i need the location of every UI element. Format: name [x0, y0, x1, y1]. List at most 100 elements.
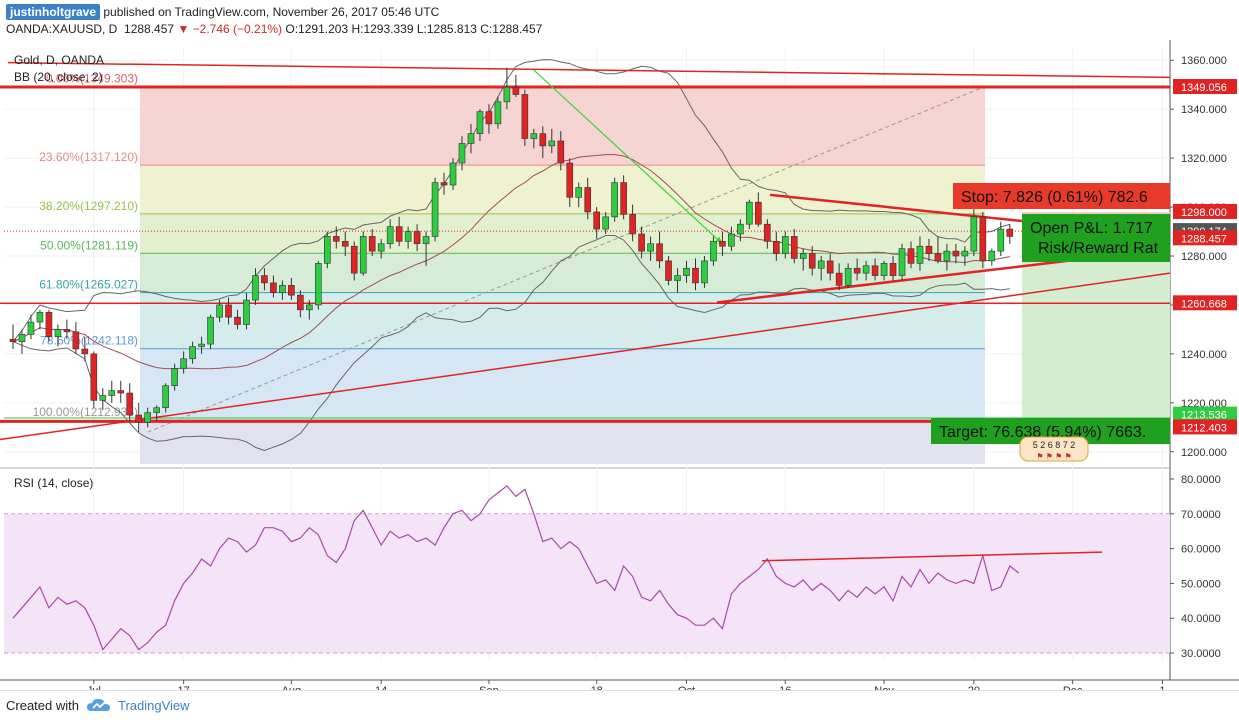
price-tag-label: 1349.056	[1181, 82, 1227, 94]
candle-body	[584, 187, 592, 213]
candle	[701, 256, 708, 288]
candle-body	[647, 243, 654, 252]
candle-body	[431, 182, 439, 237]
candle	[961, 246, 969, 266]
stop-label-box	[953, 183, 1170, 209]
candle-body	[377, 243, 385, 252]
rsi-tick-label: 80.0000	[1181, 474, 1221, 486]
open-pl-box	[1022, 214, 1170, 262]
tradingview-brand[interactable]: TradingView	[118, 698, 190, 713]
candle-body	[611, 182, 618, 218]
candle-body	[413, 231, 421, 245]
bb-upper-band	[12, 59, 1010, 342]
price-tag-label: 1288.457	[1181, 233, 1227, 245]
time-axis: Jul 17 Aug 14 Sep 18 Oct 16 Nov 20 Dec 1	[87, 680, 1166, 690]
candle	[539, 126, 547, 159]
candle-body	[144, 412, 151, 423]
candle	[1006, 224, 1014, 244]
fib-level-label: 78.60%(1242.118)	[40, 334, 138, 348]
candle-body	[207, 316, 214, 345]
price-tick-label: 1280.000	[1181, 251, 1227, 263]
candle	[772, 231, 780, 261]
candle-body	[63, 329, 71, 333]
badge-text: 5 2 6 8 7 2	[1033, 440, 1076, 450]
candle-body	[99, 395, 107, 401]
rsi-pane-title: RSI (14, close)	[14, 476, 93, 490]
candle-body	[512, 86, 520, 95]
fib-zone	[140, 420, 985, 464]
candle	[297, 290, 304, 318]
last-price: 1288.457	[124, 22, 175, 36]
candle-body	[153, 407, 160, 413]
time-tick-label: 20	[968, 685, 980, 690]
candle-body	[359, 236, 367, 274]
candle-body	[198, 343, 205, 347]
candle-body	[835, 272, 843, 286]
price-tick-label: 1200.000	[1181, 447, 1227, 459]
candle	[332, 226, 340, 249]
bollinger-bands	[12, 59, 1010, 452]
candle	[9, 324, 17, 349]
risk-reward-label: Risk/Reward Rat	[1038, 240, 1159, 257]
chart-canvas[interactable]: 0.00%(1349.303) 23.60%(1317.120) 38.20%(12…	[0, 40, 1239, 690]
candle-body	[297, 294, 304, 311]
price-tags: 1349.0561298.0001290.1741288.4571260.668…	[1173, 79, 1237, 435]
main-pane-title: Gold, D, OANDA	[14, 53, 104, 67]
fibonacci-retracement: 0.00%(1349.303) 23.60%(1317.120) 38.20%(12…	[33, 71, 986, 464]
candle-body	[386, 226, 394, 245]
candle	[692, 258, 699, 291]
candle	[593, 207, 601, 239]
candle-body	[988, 250, 996, 262]
candle-body	[548, 140, 556, 147]
price-tag	[1173, 406, 1237, 422]
rsi-band-fill	[4, 513, 1170, 654]
candle	[306, 300, 313, 320]
candle-body	[422, 236, 430, 245]
candle-body	[81, 348, 89, 355]
candle-body	[36, 311, 44, 323]
author-badge[interactable]: justinholtgrave	[6, 4, 101, 20]
candle	[790, 229, 798, 264]
fib-zone	[140, 348, 985, 421]
candle-body	[916, 245, 924, 264]
price-tag	[1173, 230, 1237, 246]
candle-body	[692, 267, 699, 284]
candle-body	[638, 233, 645, 252]
candle	[997, 221, 1005, 256]
publish-line: justinholtgrave published on TradingView…	[6, 4, 439, 20]
candle	[126, 383, 134, 423]
candle	[755, 192, 762, 227]
candle	[952, 243, 960, 264]
candle	[189, 341, 196, 364]
candle	[377, 238, 385, 259]
candle	[611, 177, 618, 222]
candle-body	[907, 248, 915, 264]
price-tag	[1173, 79, 1237, 95]
candle	[288, 278, 295, 301]
time-tick-label: Dec	[1063, 685, 1083, 690]
candle	[323, 231, 331, 269]
candle	[153, 405, 160, 420]
candle-body	[162, 385, 169, 409]
candle	[404, 226, 412, 249]
open-pl-label: Open P&L: 1.717	[1030, 220, 1153, 237]
candle-body	[467, 133, 475, 144]
candle	[817, 256, 825, 281]
time-tick-label: 17	[177, 685, 189, 690]
candle-body	[503, 86, 511, 103]
candle	[566, 158, 574, 208]
candle	[395, 216, 403, 247]
candle-body	[404, 231, 412, 242]
stop-label: Stop: 7.826 (0.61%) 782.6	[961, 189, 1148, 206]
rsi-tick-label: 50.0000	[1181, 578, 1221, 590]
candle	[135, 402, 143, 433]
candle-body	[656, 243, 663, 262]
candle-body	[799, 253, 807, 259]
candle-body	[844, 267, 852, 286]
created-with-text: Created with	[6, 698, 79, 713]
candle	[925, 238, 933, 261]
price-tag-label: 1213.536	[1181, 410, 1227, 422]
candle	[180, 351, 187, 374]
candle	[54, 324, 62, 347]
candle-body	[9, 338, 17, 342]
